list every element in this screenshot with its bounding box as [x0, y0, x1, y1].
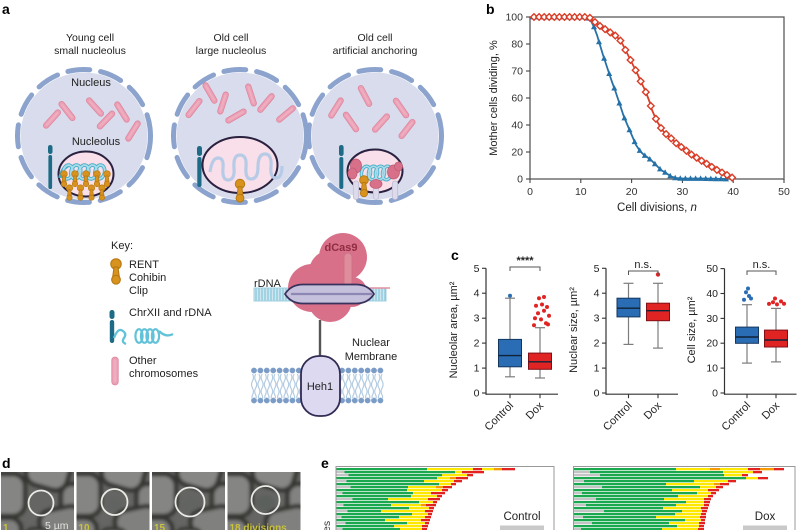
svg-text:Dox: Dox	[524, 399, 547, 422]
svg-text:rDNA: rDNA	[254, 278, 282, 290]
svg-text:Old cell: Old cell	[213, 32, 248, 44]
svg-text:2: 2	[594, 338, 600, 350]
svg-text:n.s.: n.s.	[634, 259, 652, 271]
svg-text:3: 3	[474, 313, 480, 325]
svg-text:Dox: Dox	[642, 399, 665, 422]
svg-text:0: 0	[712, 388, 718, 400]
svg-text:100: 100	[505, 12, 523, 24]
svg-text:Nucleolar area, µm²: Nucleolar area, µm²	[448, 281, 460, 378]
svg-text:chromosomes: chromosomes	[129, 368, 199, 380]
svg-text:Dox: Dox	[755, 511, 776, 523]
svg-text:c: c	[451, 247, 459, 263]
svg-text:small nucleolus: small nucleolus	[54, 45, 126, 57]
svg-text:Other: Other	[129, 355, 157, 367]
svg-text:large nucleolus: large nucleolus	[196, 45, 267, 57]
svg-text:es: es	[321, 521, 333, 530]
svg-text:18 divisions: 18 divisions	[230, 523, 288, 530]
svg-text:15: 15	[154, 523, 166, 530]
svg-text:d: d	[2, 455, 11, 471]
svg-text:20: 20	[511, 147, 523, 159]
svg-text:30: 30	[706, 313, 718, 325]
svg-text:artificial anchoring: artificial anchoring	[333, 45, 418, 57]
svg-text:ChrXII and rDNA: ChrXII and rDNA	[129, 307, 212, 319]
svg-text:3: 3	[594, 313, 600, 325]
svg-text:Nucleolus: Nucleolus	[72, 136, 121, 148]
svg-text:4: 4	[474, 288, 480, 300]
svg-text:Old cell: Old cell	[357, 32, 392, 44]
svg-text:30: 30	[677, 186, 689, 198]
svg-text:10: 10	[706, 363, 718, 375]
svg-text:50: 50	[778, 186, 790, 198]
svg-text:Nuclear: Nuclear	[352, 337, 390, 349]
svg-text:60: 60	[511, 93, 523, 105]
svg-text:1: 1	[474, 363, 480, 375]
svg-text:5: 5	[474, 263, 480, 275]
svg-text:4: 4	[594, 288, 600, 300]
svg-text:RENT: RENT	[129, 259, 159, 271]
svg-text:Dox: Dox	[760, 399, 783, 422]
svg-text:Cohibin: Cohibin	[129, 272, 166, 284]
svg-text:Membrane: Membrane	[345, 351, 398, 363]
svg-text:0: 0	[527, 186, 533, 198]
svg-text:20: 20	[706, 338, 718, 350]
svg-text:20: 20	[626, 186, 638, 198]
svg-text:Control: Control	[503, 511, 540, 523]
svg-text:Key:: Key:	[111, 240, 133, 252]
svg-text:2: 2	[474, 338, 480, 350]
svg-text:50: 50	[706, 263, 718, 275]
svg-text:Nuclear size, µm²: Nuclear size, µm²	[568, 287, 580, 373]
svg-text:Nucleus: Nucleus	[71, 77, 111, 89]
svg-text:Cell size, µm²: Cell size, µm²	[686, 296, 698, 363]
svg-text:10: 10	[79, 523, 91, 530]
svg-text:0: 0	[594, 388, 600, 400]
svg-text:40: 40	[706, 288, 718, 300]
svg-text:40: 40	[511, 120, 523, 132]
svg-text:1: 1	[594, 363, 600, 375]
svg-text:0: 0	[517, 174, 523, 186]
svg-text:Control: Control	[601, 400, 635, 434]
svg-text:40: 40	[727, 186, 739, 198]
svg-text:10: 10	[575, 186, 587, 198]
svg-text:Cell divisions, n: Cell divisions, n	[617, 202, 697, 214]
svg-text:Heh1: Heh1	[307, 381, 333, 393]
svg-text:e: e	[321, 455, 329, 471]
svg-text:0: 0	[474, 388, 480, 400]
svg-text:Control: Control	[483, 400, 517, 434]
svg-text:1: 1	[3, 523, 9, 530]
svg-text:80: 80	[511, 39, 523, 51]
svg-text:****: ****	[516, 255, 534, 267]
svg-text:Control: Control	[720, 400, 754, 434]
svg-text:5: 5	[594, 263, 600, 275]
svg-text:n.s.: n.s.	[753, 259, 771, 271]
svg-text:a: a	[2, 1, 10, 17]
svg-text:5 µm: 5 µm	[45, 520, 69, 530]
svg-text:Mother cells dividing, %: Mother cells dividing, %	[488, 40, 500, 156]
svg-text:b: b	[486, 1, 495, 17]
svg-text:70: 70	[511, 66, 523, 78]
svg-text:dCas9: dCas9	[324, 242, 357, 254]
svg-text:Clip: Clip	[129, 285, 148, 297]
svg-text:Young cell: Young cell	[66, 32, 114, 44]
